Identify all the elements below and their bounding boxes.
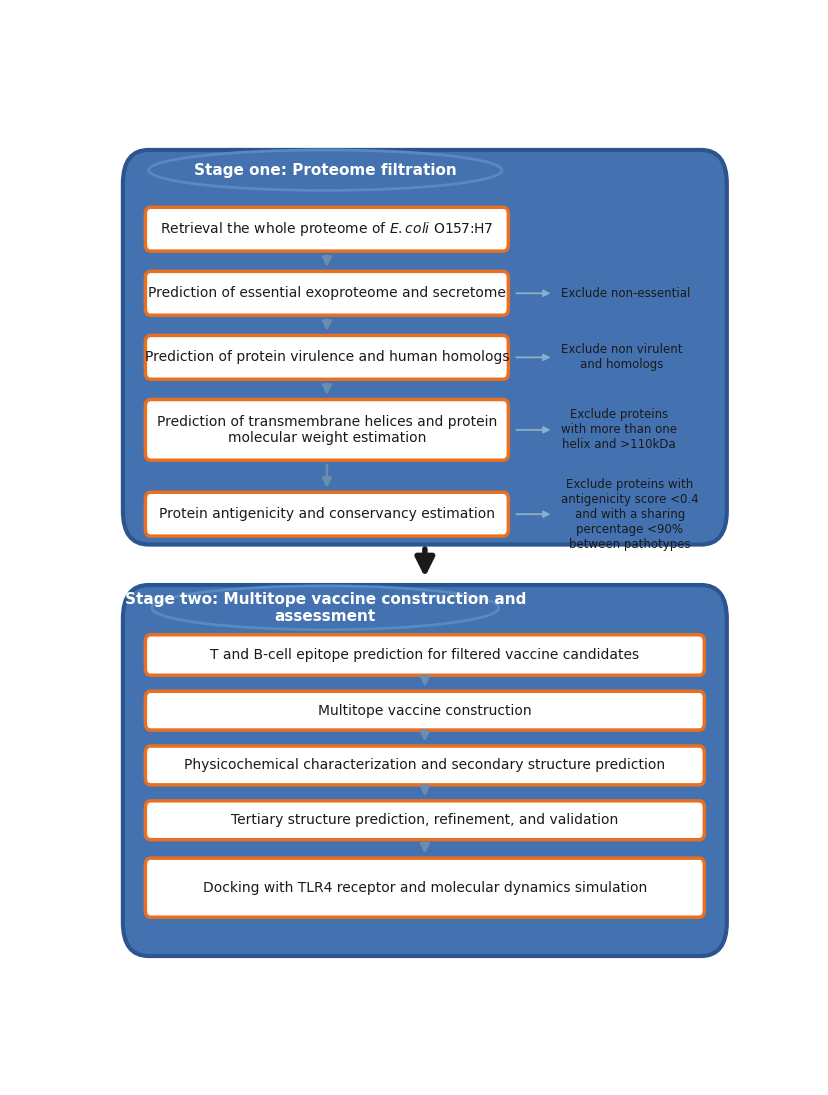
FancyBboxPatch shape <box>145 400 508 460</box>
FancyBboxPatch shape <box>145 207 508 251</box>
FancyBboxPatch shape <box>145 335 508 379</box>
Text: Physicochemical characterization and secondary structure prediction: Physicochemical characterization and sec… <box>184 759 665 772</box>
FancyBboxPatch shape <box>145 493 508 537</box>
Text: Exclude proteins with
antigenicity score <0.4
and with a sharing
percentage <90%: Exclude proteins with antigenicity score… <box>561 477 698 551</box>
Text: Protein antigenicity and conservancy estimation: Protein antigenicity and conservancy est… <box>159 507 494 521</box>
Text: Docking with TLR4 receptor and molecular dynamics simulation: Docking with TLR4 receptor and molecular… <box>203 880 646 895</box>
FancyBboxPatch shape <box>123 585 726 956</box>
FancyBboxPatch shape <box>145 635 704 676</box>
FancyBboxPatch shape <box>145 746 704 785</box>
FancyBboxPatch shape <box>145 272 508 315</box>
Text: Exclude non-essential: Exclude non-essential <box>561 287 690 300</box>
FancyBboxPatch shape <box>145 691 704 730</box>
Text: Stage two: Multitope vaccine construction and
assessment: Stage two: Multitope vaccine constructio… <box>124 591 525 624</box>
FancyBboxPatch shape <box>145 800 704 840</box>
Ellipse shape <box>148 150 502 191</box>
Text: Exclude proteins
with more than one
helix and >110kDa: Exclude proteins with more than one heli… <box>561 408 676 451</box>
Text: Tertiary structure prediction, refinement, and validation: Tertiary structure prediction, refinemen… <box>231 814 618 827</box>
Text: Prediction of transmembrane helices and protein
molecular weight estimation: Prediction of transmembrane helices and … <box>156 415 497 445</box>
FancyBboxPatch shape <box>123 150 726 544</box>
Text: Retrieval the whole proteome of $\it{E. coli}$ O157:H7: Retrieval the whole proteome of $\it{E. … <box>160 220 493 239</box>
Text: Prediction of essential exoproteome and secretome: Prediction of essential exoproteome and … <box>147 286 505 300</box>
FancyBboxPatch shape <box>145 858 704 918</box>
Text: T and B-cell epitope prediction for filtered vaccine candidates: T and B-cell epitope prediction for filt… <box>210 648 638 662</box>
Ellipse shape <box>152 586 498 630</box>
Text: Stage one: Proteome filtration: Stage one: Proteome filtration <box>194 163 456 177</box>
Text: Prediction of protein virulence and human homologs: Prediction of protein virulence and huma… <box>144 350 508 365</box>
Text: Multitope vaccine construction: Multitope vaccine construction <box>318 704 531 717</box>
Text: Exclude non virulent
and homologs: Exclude non virulent and homologs <box>561 344 681 371</box>
